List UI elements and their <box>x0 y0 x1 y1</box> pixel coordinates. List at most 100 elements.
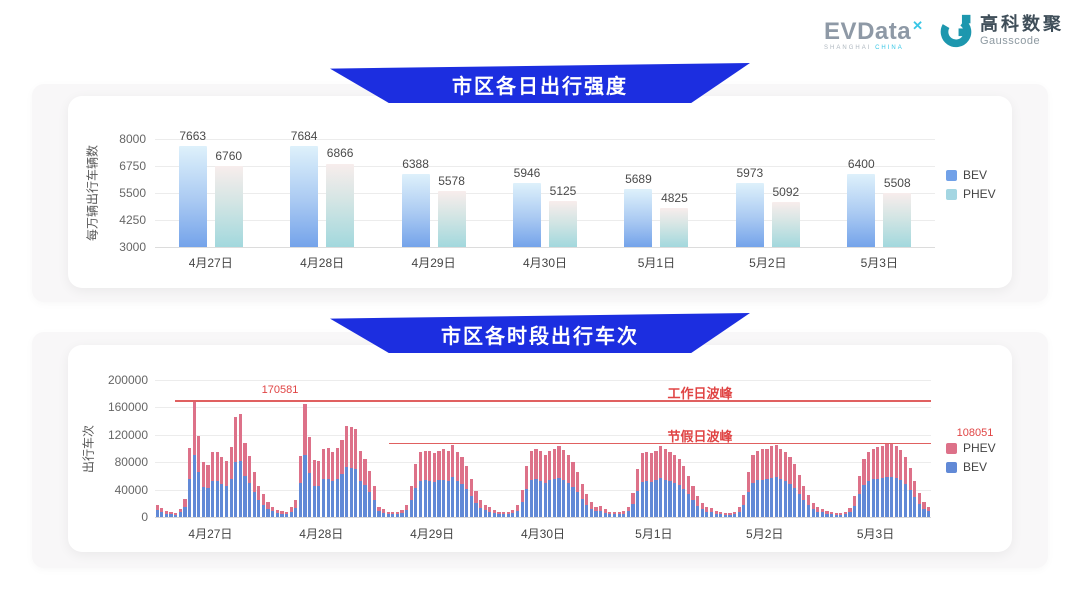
stacked-bar-bev[interactable] <box>723 514 727 517</box>
stacked-bar-phev[interactable] <box>645 451 649 482</box>
stacked-bar-phev[interactable] <box>529 450 533 481</box>
stacked-bar-phev[interactable] <box>913 481 917 498</box>
stacked-bar-phev[interactable] <box>538 451 543 481</box>
stacked-bar-phev[interactable] <box>363 458 367 485</box>
stacked-bar-bev[interactable] <box>409 500 413 517</box>
bar-bev[interactable] <box>624 188 653 247</box>
stacked-bar-phev[interactable] <box>691 486 695 501</box>
bar-bev[interactable] <box>290 145 319 247</box>
stacked-bar-bev[interactable] <box>372 500 376 517</box>
stacked-bar-phev[interactable] <box>783 451 787 482</box>
stacked-bar-bev[interactable] <box>608 514 612 517</box>
stacked-bar-phev[interactable] <box>612 512 617 515</box>
stacked-bar-bev[interactable] <box>312 485 316 517</box>
stacked-bar-phev[interactable] <box>220 456 224 484</box>
stacked-bar-phev[interactable] <box>626 506 630 512</box>
stacked-bar-bev[interactable] <box>317 486 321 517</box>
stacked-bar-phev[interactable] <box>843 511 848 514</box>
stacked-bar-bev[interactable] <box>603 512 607 517</box>
stacked-bar-bev[interactable] <box>349 467 353 517</box>
stacked-bar-bev[interactable] <box>719 514 723 517</box>
stacked-bar-phev[interactable] <box>723 512 727 515</box>
stacked-bar-bev[interactable] <box>160 512 164 517</box>
stacked-bar-phev[interactable] <box>589 501 593 509</box>
stacked-bar-bev[interactable] <box>575 492 580 517</box>
stacked-bar-bev[interactable] <box>197 472 201 517</box>
stacked-bar-phev[interactable] <box>372 486 376 501</box>
stacked-bar-phev[interactable] <box>266 501 270 509</box>
stacked-bar-bev[interactable] <box>834 514 838 517</box>
stacked-bar-bev[interactable] <box>802 499 806 517</box>
stacked-bar-bev[interactable] <box>266 508 270 517</box>
stacked-bar-phev[interactable] <box>732 511 737 514</box>
stacked-bar-bev[interactable] <box>414 487 418 517</box>
stacked-bar-bev[interactable] <box>885 477 889 517</box>
stacked-bar-bev[interactable] <box>663 479 667 517</box>
stacked-bar-phev[interactable] <box>460 456 464 484</box>
stacked-bar-phev[interactable] <box>880 445 884 478</box>
stacked-bar-phev[interactable] <box>714 510 718 514</box>
stacked-bar-phev[interactable] <box>211 451 215 482</box>
stacked-bar-bev[interactable] <box>599 510 603 517</box>
stacked-bar-phev[interactable] <box>635 469 640 491</box>
stacked-bar-phev[interactable] <box>271 506 275 512</box>
stacked-bar-phev[interactable] <box>746 472 751 493</box>
stacked-bar-bev[interactable] <box>631 503 635 517</box>
stacked-bar-phev[interactable] <box>899 449 903 481</box>
stacked-bar-bev[interactable] <box>913 497 917 517</box>
stacked-bar-bev[interactable] <box>829 514 834 517</box>
stacked-bar-bev[interactable] <box>594 511 598 517</box>
stacked-bar-bev[interactable] <box>525 488 529 517</box>
stacked-bar-phev[interactable] <box>395 512 399 515</box>
stacked-bar-bev[interactable] <box>303 454 307 517</box>
stacked-bar-phev[interactable] <box>224 461 229 487</box>
stacked-bar-bev[interactable] <box>612 514 617 517</box>
stacked-bar-bev[interactable] <box>589 508 593 517</box>
stacked-bar-bev[interactable] <box>423 480 427 517</box>
stacked-bar-bev[interactable] <box>520 501 524 517</box>
stacked-bar-bev[interactable] <box>331 481 335 517</box>
stacked-bar-bev[interactable] <box>294 507 298 517</box>
stacked-bar-bev[interactable] <box>705 511 709 517</box>
stacked-bar-bev[interactable] <box>622 513 626 517</box>
stacked-bar-bev[interactable] <box>751 483 755 517</box>
legend-item-phev[interactable]: PHEV <box>946 187 996 201</box>
stacked-bar-bev[interactable] <box>899 480 903 517</box>
stacked-bar-bev[interactable] <box>377 511 381 517</box>
legend-item-bev[interactable]: BEV <box>946 168 996 182</box>
stacked-bar-phev[interactable] <box>728 512 732 515</box>
stacked-bar-bev[interactable] <box>654 480 658 517</box>
stacked-bar-bev[interactable] <box>769 478 774 517</box>
stacked-bar-phev[interactable] <box>321 448 326 480</box>
stacked-bar-phev[interactable] <box>566 455 570 484</box>
stacked-bar-bev[interactable] <box>455 481 460 517</box>
bar-phev[interactable] <box>437 191 466 247</box>
stacked-bar-bev[interactable] <box>238 460 242 517</box>
stacked-bar-bev[interactable] <box>247 483 252 517</box>
stacked-bar-phev[interactable] <box>816 507 820 512</box>
stacked-bar-phev[interactable] <box>206 464 210 489</box>
stacked-bar-phev[interactable] <box>668 451 672 482</box>
stacked-bar-bev[interactable] <box>880 477 884 517</box>
stacked-bar-bev[interactable] <box>682 488 686 517</box>
stacked-bar-bev[interactable] <box>187 479 192 517</box>
stacked-bar-phev[interactable] <box>894 445 898 478</box>
stacked-bar-bev[interactable] <box>668 481 672 517</box>
stacked-bar-phev[interactable] <box>575 472 580 493</box>
stacked-bar-phev[interactable] <box>774 445 778 478</box>
stacked-bar-phev[interactable] <box>289 507 293 512</box>
stacked-bar-phev[interactable] <box>825 510 829 514</box>
stacked-bar-bev[interactable] <box>441 479 446 517</box>
stacked-bar-phev[interactable] <box>358 451 363 481</box>
stacked-bar-bev[interactable] <box>677 484 681 517</box>
stacked-bar-phev[interactable] <box>885 444 889 478</box>
stacked-bar-phev[interactable] <box>386 511 390 514</box>
stacked-bar-bev[interactable] <box>876 478 880 517</box>
stacked-bar-bev[interactable] <box>728 514 732 517</box>
bar-phev[interactable] <box>883 192 912 247</box>
stacked-bar-bev[interactable] <box>432 481 436 517</box>
stacked-bar-phev[interactable] <box>793 463 797 488</box>
stacked-bar-phev[interactable] <box>465 465 469 489</box>
stacked-bar-bev[interactable] <box>224 486 229 517</box>
stacked-bar-phev[interactable] <box>599 506 603 511</box>
